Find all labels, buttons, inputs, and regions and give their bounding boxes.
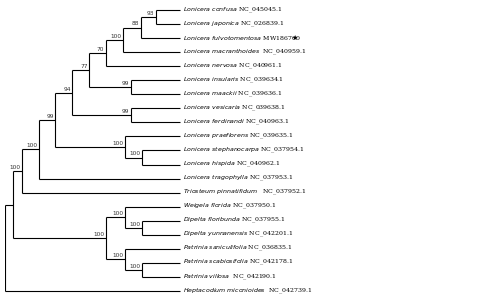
Text: $\mathit{Lonicera\ nervosa}$ NC_040961.1: $\mathit{Lonicera\ nervosa}$ NC_040961.1 [183,62,283,71]
Text: $\mathit{Lonicera\ maackii}$ NC_039636.1: $\mathit{Lonicera\ maackii}$ NC_039636.1 [183,90,282,99]
Text: $\mathit{Lonicera\ japonica}$ NC_026839.1: $\mathit{Lonicera\ japonica}$ NC_026839.… [183,20,284,29]
Text: 100: 100 [10,165,20,170]
Text: 99: 99 [122,81,130,86]
Text: 93: 93 [147,11,154,16]
Text: 99: 99 [122,109,130,114]
Text: 94: 94 [64,87,71,92]
Text: $\mathit{Patrinia\ villosa}$  NC_042190.1: $\mathit{Patrinia\ villosa}$ NC_042190.1 [183,272,277,281]
Text: ★: ★ [292,35,298,41]
Text: 99: 99 [46,114,54,119]
Text: $\mathit{Dipelta\ yunnanensis}$ NC_042201.1: $\mathit{Dipelta\ yunnanensis}$ NC_04220… [183,230,294,239]
Text: $\mathit{Lonicera\ hispida}$ NC_040962.1: $\mathit{Lonicera\ hispida}$ NC_040962.1 [183,160,280,169]
Text: 88: 88 [132,21,140,26]
Text: 100: 100 [130,222,141,227]
Text: $\mathit{Weigela\ florida}$ NC_037950.1: $\mathit{Weigela\ florida}$ NC_037950.1 [183,202,276,211]
Text: $\mathit{Lonicera\ confusa}$ NC_045045.1: $\mathit{Lonicera\ confusa}$ NC_045045.1 [183,5,282,15]
Text: 100: 100 [113,211,124,216]
Text: $\mathit{Triosteum\ pinnatifidum}$   NC_037952.1: $\mathit{Triosteum\ pinnatifidum}$ NC_03… [183,188,306,197]
Text: $\mathit{Lonicera\ praeflorens}$ NC_039635.1: $\mathit{Lonicera\ praeflorens}$ NC_0396… [183,132,294,141]
Text: 100: 100 [130,151,141,157]
Text: $\mathit{Lonicera\ insularis}$ NC_039634.1: $\mathit{Lonicera\ insularis}$ NC_039634… [183,76,284,85]
Text: $\mathit{Patrinia\ saniculifolia}$ NC_036835.1: $\mathit{Patrinia\ saniculifolia}$ NC_03… [183,244,292,253]
Text: $\mathit{Lonicera\ stephanocarpa}$ NC_037954.1: $\mathit{Lonicera\ stephanocarpa}$ NC_03… [183,146,305,155]
Text: 100: 100 [110,34,121,39]
Text: 100: 100 [113,253,124,258]
Text: 100: 100 [26,143,37,148]
Text: $\mathit{Lonicera\ macranthoides}$  NC_040959.1: $\mathit{Lonicera\ macranthoides}$ NC_04… [183,48,306,57]
Text: 100: 100 [130,264,141,269]
Text: 100: 100 [113,141,124,146]
Text: $\mathit{Heptacodium\ miconioides}$  NC_042739.1: $\mathit{Heptacodium\ miconioides}$ NC_0… [183,286,312,296]
Text: 77: 77 [80,64,88,69]
Text: 100: 100 [94,232,104,237]
Text: $\mathit{Lonicera\ ferdinandi}$ NC_040963.1: $\mathit{Lonicera\ ferdinandi}$ NC_04096… [183,118,290,127]
Text: $\mathit{Dipelta\ floribunda}$ NC_037955.1: $\mathit{Dipelta\ floribunda}$ NC_037955… [183,216,286,225]
Text: 70: 70 [97,47,104,52]
Text: $\mathit{Lonicera\ fulvotomentosa}$ MW186760: $\mathit{Lonicera\ fulvotomentosa}$ MW18… [183,34,301,42]
Text: $\mathit{Lonicera\ vesicaria}$ NC_039638.1: $\mathit{Lonicera\ vesicaria}$ NC_039638… [183,104,286,113]
Text: $\mathit{Patrinia\ scabiosifolia}$ NC_042178.1: $\mathit{Patrinia\ scabiosifolia}$ NC_04… [183,258,294,268]
Text: $\mathit{Lonicera\ tragophylla}$ NC_037953.1: $\mathit{Lonicera\ tragophylla}$ NC_0379… [183,174,294,183]
